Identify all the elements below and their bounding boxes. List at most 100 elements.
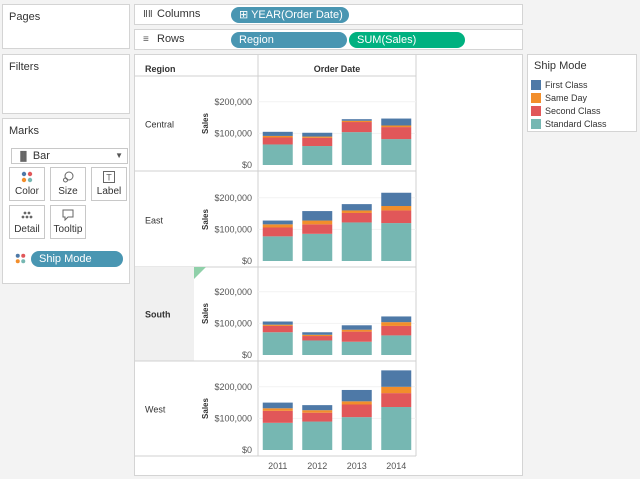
color-encoding-row: Ship Mode xyxy=(13,251,125,267)
bar-segment-standard-class xyxy=(341,222,372,261)
legend-item-second-class[interactable]: Second Class xyxy=(531,106,601,117)
detail-icon xyxy=(10,209,44,224)
bar-chart-icon: ▐▌ xyxy=(17,151,30,161)
row-header-region: Region xyxy=(145,64,176,74)
rows-label-text: Rows xyxy=(157,33,185,45)
bar-segment-standard-class xyxy=(262,144,293,165)
rows-icon: ≡ xyxy=(143,34,149,45)
marks-card: Marks ▐▌ Bar ▼ Color Size T Label Detail… xyxy=(2,118,130,284)
bar-segment-standard-class xyxy=(302,233,333,261)
legend-swatch xyxy=(531,93,541,103)
bar-segment-second-class xyxy=(302,224,333,234)
bar-segment-standard-class xyxy=(302,340,333,355)
y-tick-label: $100,000 xyxy=(214,224,252,234)
y-tick-label: $0 xyxy=(242,160,252,170)
bar-segment-second-class xyxy=(381,127,412,140)
tooltip-button[interactable]: Tooltip xyxy=(50,205,86,239)
region-highlight-band xyxy=(135,267,194,361)
sum-sales-pill[interactable]: SUM(Sales) xyxy=(349,32,465,48)
bar-segment-first-class xyxy=(262,131,293,136)
filters-card[interactable]: Filters xyxy=(2,54,130,114)
legend-swatch xyxy=(531,119,541,129)
bar-segment-same-day xyxy=(262,408,293,411)
bar-segment-first-class xyxy=(262,402,293,409)
year-order-date-pill[interactable]: ⊞ YEAR(Order Date) xyxy=(231,7,349,23)
bar-segment-first-class xyxy=(341,204,372,211)
pages-card[interactable]: Pages xyxy=(2,4,130,49)
bar-segment-second-class xyxy=(262,325,293,333)
bar-segment-first-class xyxy=(302,332,333,335)
bar-segment-second-class xyxy=(341,212,372,223)
columns-shelf: ⅡⅡ Columns ⊞ YEAR(Order Date) xyxy=(134,4,523,25)
bar-segment-standard-class xyxy=(381,407,412,450)
bar-segment-same-day xyxy=(262,324,293,326)
label-icon: T xyxy=(92,171,126,186)
mark-type-value: Bar xyxy=(32,150,50,162)
label-button[interactable]: T Label xyxy=(91,167,127,201)
bar-segment-same-day xyxy=(302,410,333,413)
y-tick-label: $200,000 xyxy=(214,193,252,203)
bar-segment-first-class xyxy=(302,405,333,411)
bar-segment-same-day xyxy=(302,334,333,337)
stacked-bar-chart[interactable]: Region Order Date Central Sales $0 $100,000 $2… xyxy=(135,55,522,475)
bar-segment-standard-class xyxy=(381,335,412,355)
bar-segment-second-class xyxy=(381,393,412,408)
legend-item-same-day[interactable]: Same Day xyxy=(531,93,587,104)
bar-segment-first-class xyxy=(381,192,412,207)
bar-segment-second-class xyxy=(341,331,372,342)
region-label-east: East xyxy=(145,216,164,226)
y-tick-label: $0 xyxy=(242,445,252,455)
region-label-south: South xyxy=(145,310,171,320)
bar-segment-second-class xyxy=(262,227,293,237)
bar-segment-same-day xyxy=(262,224,293,228)
bar-segment-same-day xyxy=(341,210,372,213)
bar-segment-standard-class xyxy=(341,132,372,165)
y-tick-label: $200,000 xyxy=(214,382,252,392)
legend-item-standard-class[interactable]: Standard Class xyxy=(531,119,607,130)
ship-mode-legend: Ship Mode First Class Same Day Second Cl… xyxy=(527,54,637,132)
legend-title: Ship Mode xyxy=(534,60,587,72)
legend-item-first-class[interactable]: First Class xyxy=(531,80,588,91)
tooltip-label: Tooltip xyxy=(53,224,83,235)
y-axis-title: Sales xyxy=(201,302,210,323)
chevron-down-icon: ▼ xyxy=(115,151,123,160)
y-tick-label: $200,000 xyxy=(214,97,252,107)
bar-segment-standard-class xyxy=(381,139,412,165)
region-label-central: Central xyxy=(145,120,174,130)
bar-segment-second-class xyxy=(341,122,372,133)
x-tick-label: 2014 xyxy=(386,461,406,471)
color-button[interactable]: Color xyxy=(9,167,45,201)
detail-label: Detail xyxy=(14,224,40,235)
marks-title: Marks xyxy=(9,125,39,137)
filters-title: Filters xyxy=(9,61,39,73)
columns-icon: ⅡⅡ xyxy=(143,9,153,20)
x-tick-label: 2011 xyxy=(268,461,287,471)
selection-corner-marker xyxy=(194,267,206,279)
size-button[interactable]: Size xyxy=(50,167,86,201)
region-pill[interactable]: Region xyxy=(231,32,347,48)
viz-area[interactable]: Region Order Date Central Sales $0 $100,000 $2… xyxy=(134,54,523,476)
legend-label: Second Class xyxy=(545,106,601,116)
y-tick-label: $0 xyxy=(242,350,252,360)
bar-segment-same-day xyxy=(381,386,412,394)
legend-swatch xyxy=(531,80,541,90)
legend-label: Same Day xyxy=(545,93,588,103)
bar-segment-second-class xyxy=(381,210,412,224)
bar-segment-same-day xyxy=(381,322,412,326)
bar-segment-second-class xyxy=(302,412,333,422)
bar-segment-standard-class xyxy=(262,332,293,355)
bar-segment-first-class xyxy=(381,370,412,387)
bar-segment-first-class xyxy=(302,211,333,221)
legend-swatch xyxy=(531,106,541,116)
ship-mode-pill[interactable]: Ship Mode xyxy=(31,251,123,267)
x-tick-label: 2012 xyxy=(307,461,327,471)
detail-button[interactable]: Detail xyxy=(9,205,45,239)
mark-type-dropdown[interactable]: ▐▌ Bar ▼ xyxy=(11,148,128,164)
column-header-order-date: Order Date xyxy=(314,64,361,74)
bar-segment-first-class xyxy=(341,119,372,121)
bar-segment-first-class xyxy=(381,118,412,126)
pages-title: Pages xyxy=(9,11,41,23)
y-tick-label: $0 xyxy=(242,256,252,266)
bar-segment-standard-class xyxy=(302,421,333,450)
bar-segment-standard-class xyxy=(341,341,372,355)
